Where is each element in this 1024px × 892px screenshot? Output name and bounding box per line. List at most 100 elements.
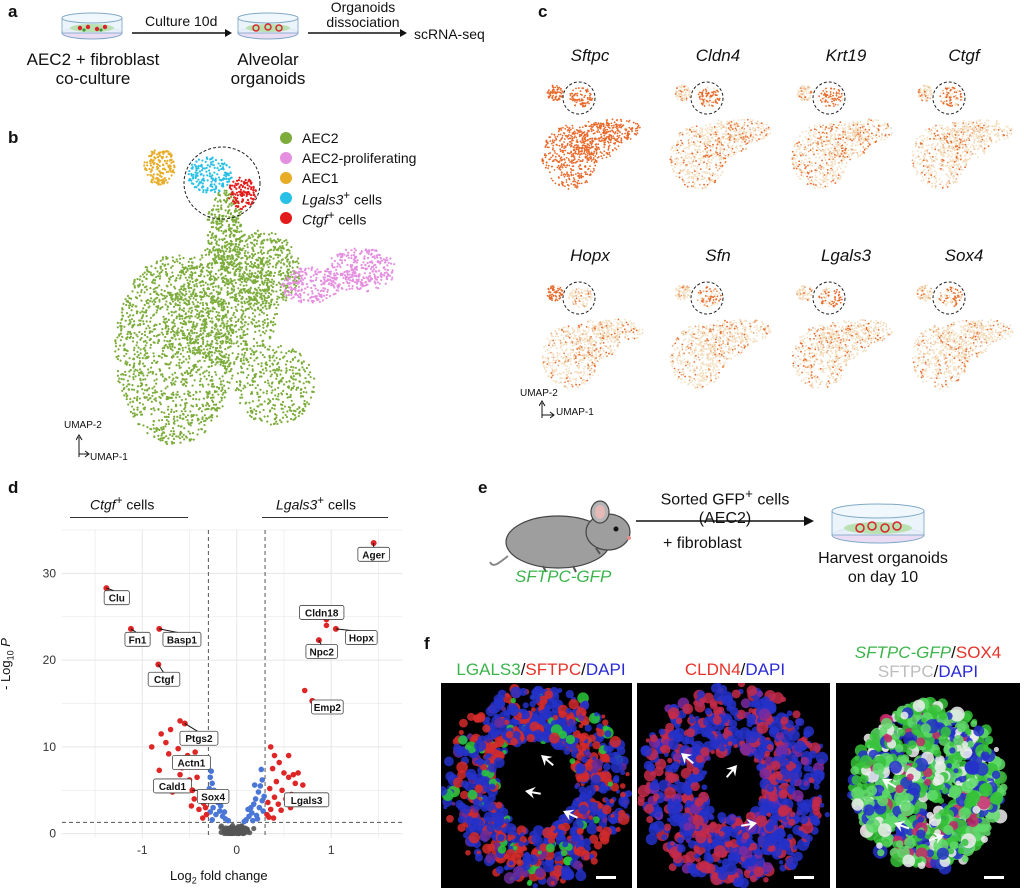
volcano-point: [209, 816, 215, 823]
organoid-label: Alveolar organoids: [220, 50, 316, 88]
panel-label-e: e: [478, 478, 488, 497]
micrograph: [836, 683, 1020, 888]
volcano-point: [281, 770, 287, 776]
volcano-point: [270, 815, 277, 821]
panel-a-diagram: [61, 12, 407, 40]
coculture-line-2: co-culture: [55, 69, 131, 88]
volcano-point: [245, 806, 251, 813]
feature-plot: [669, 81, 772, 190]
arrow-icon: [563, 809, 578, 821]
feature-plot: [669, 281, 772, 390]
harvest-line-2: on day 10: [847, 569, 919, 586]
arrow-icon: [541, 755, 554, 767]
gene-label: Actn1: [177, 759, 205, 770]
volcano-point: [221, 809, 228, 815]
umap-b-axis-y: UMAP-2: [64, 420, 102, 431]
volcano-point: [175, 745, 181, 752]
gene-title: Hopx: [570, 246, 610, 265]
volcano-point: [254, 816, 261, 822]
gene-label: Npc2: [309, 647, 334, 658]
cluster-highlight: [690, 281, 724, 315]
umap-c-axis-x: UMAP-1: [556, 407, 594, 418]
gene-label: Fn1: [129, 635, 147, 646]
ctgf-group-label: Ctgf+ cells: [90, 494, 155, 513]
micrograph-title-1: LGALS3/SFTPC/DAPI: [456, 660, 626, 679]
feature-plot: [911, 81, 1013, 190]
legend-label: AEC1: [302, 170, 339, 186]
arrow: [636, 516, 814, 526]
volcano-point: [217, 803, 224, 809]
cluster-highlight: [812, 81, 846, 115]
gene-title: Cldn4: [695, 46, 741, 65]
volcano-point: [278, 807, 284, 814]
gene-label: Lgals3: [291, 796, 323, 807]
organoid-line-2: organoids: [230, 69, 306, 88]
volcano-point: [273, 778, 280, 785]
sorted-line-2: (AEC2): [698, 510, 752, 528]
gene-label-box: [124, 631, 151, 647]
volcano-point: [258, 766, 265, 773]
feature-plot: [911, 281, 1014, 390]
gene-label: Basp1: [167, 635, 197, 646]
volcano-point: [165, 751, 172, 757]
volcano-point: [252, 796, 259, 802]
volcano-point: [259, 777, 266, 783]
volcano-point: [251, 782, 258, 788]
feature-points: [541, 84, 641, 190]
volcano-point: [267, 806, 274, 813]
tissue: [847, 696, 1008, 875]
gene-label: Hopx: [349, 634, 374, 645]
grid: [62, 529, 402, 838]
cluster-highlight: [932, 81, 966, 115]
gene-label-box: [196, 788, 230, 804]
volcano-point: [279, 787, 285, 794]
gene-label-box: [147, 671, 181, 687]
panel-label-c: c: [538, 2, 548, 21]
feature-points: [541, 284, 644, 389]
legend-label: Lgals3+ cells: [302, 188, 382, 208]
micrograph-title-3: SFTPC-GFP/SOX4: [854, 643, 1002, 662]
volcano-point: [208, 768, 215, 774]
feature-plot: [541, 281, 644, 389]
volcano-point: [199, 815, 206, 821]
volcano-point: [249, 817, 256, 824]
gene-label-box: [345, 630, 378, 645]
gene-title: Sftpc: [570, 46, 610, 65]
volcano-point: [301, 687, 308, 694]
feature-points: [911, 84, 1013, 190]
legend-dot: [280, 132, 292, 144]
panel-label-f: f: [424, 634, 430, 653]
gene-label-box: [284, 792, 330, 808]
feature-points: [669, 284, 772, 390]
gene-label: Cald1: [159, 782, 187, 793]
gene-label-box: [162, 631, 202, 647]
culture-dish-icon: [237, 12, 299, 40]
volcano-point: [290, 771, 297, 778]
gene-title: Lgals3: [820, 246, 872, 265]
axis-arrow-icon: [76, 434, 90, 458]
micrograph-title-4: SFTPC/DAPI: [877, 662, 979, 681]
cluster-highlight: [932, 281, 966, 315]
arrow-icon: [525, 786, 541, 799]
volcano-point: [202, 804, 209, 811]
gene-label: Emp2: [314, 703, 342, 714]
x-tick-label: -1: [137, 843, 148, 857]
sorted-line-1: Sorted GFP+ cells: [660, 486, 790, 509]
feature-plot: [791, 81, 894, 189]
tissue: [637, 683, 830, 888]
gene-labels: Ager Clu Cldn18 Fn1 Basp1 Hopx Npc2 Ctgf Emp2 Ptg…: [103, 540, 390, 808]
culture-dish-icon: [61, 12, 123, 40]
y-tick-label: 0: [49, 827, 56, 841]
gene-label-box: [179, 730, 219, 746]
gene-label-box: [171, 755, 211, 770]
x-tick-label: 1: [328, 843, 335, 857]
legend-label: Ctgf+ cells: [302, 208, 367, 228]
volcano-point: [225, 817, 232, 824]
cluster-highlight: [690, 81, 724, 115]
volcano-point: [241, 818, 248, 825]
gene-label-box: [311, 699, 344, 715]
volcano-point: [207, 774, 214, 781]
cluster-highlight: [562, 81, 596, 115]
volcano-ylabel: - Log10 P: [0, 638, 16, 690]
volcano-point: [196, 806, 202, 813]
